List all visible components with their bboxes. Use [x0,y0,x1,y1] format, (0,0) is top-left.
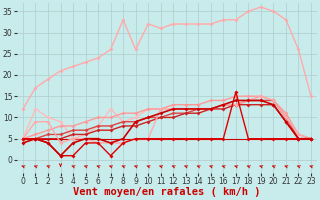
X-axis label: Vent moyen/en rafales ( km/h ): Vent moyen/en rafales ( km/h ) [73,187,261,197]
